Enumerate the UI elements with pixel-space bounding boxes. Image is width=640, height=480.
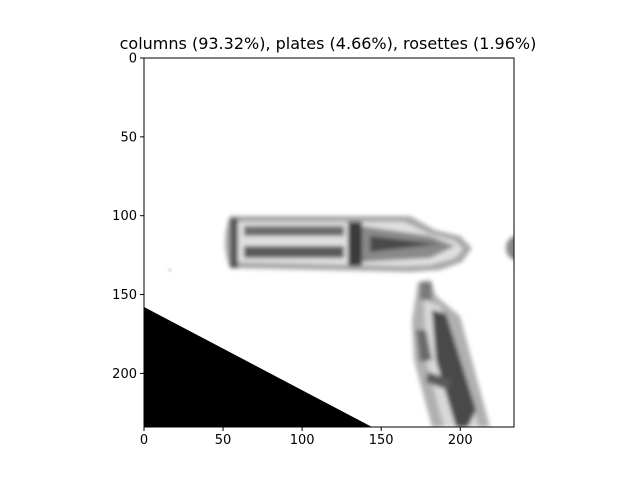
x-axis: 0 50 100 150 200 <box>140 427 473 448</box>
x-tick-label: 150 <box>369 433 394 448</box>
column-crystal-horizontal <box>225 216 472 272</box>
x-tick-label: 100 <box>290 433 315 448</box>
image-area <box>144 58 514 427</box>
plot-frame <box>143 57 515 428</box>
y-tick-label: 150 <box>112 288 137 303</box>
x-tick-label: 0 <box>140 433 148 448</box>
x-tick-label: 50 <box>215 433 232 448</box>
speck <box>168 268 172 272</box>
plot-title: columns (93.32%), plates (4.66%), rosett… <box>120 34 537 53</box>
y-axis: 0 50 100 150 200 <box>112 52 144 382</box>
partial-crystal-right <box>506 236 514 260</box>
y-tick-label: 200 <box>112 367 137 382</box>
y-tick-label: 0 <box>129 52 137 67</box>
black-corner-region <box>144 307 372 427</box>
y-tick-label: 50 <box>120 130 137 145</box>
y-tick-label: 100 <box>112 209 137 224</box>
x-tick-label: 200 <box>448 433 473 448</box>
column-crystal-diagonal <box>412 280 490 427</box>
